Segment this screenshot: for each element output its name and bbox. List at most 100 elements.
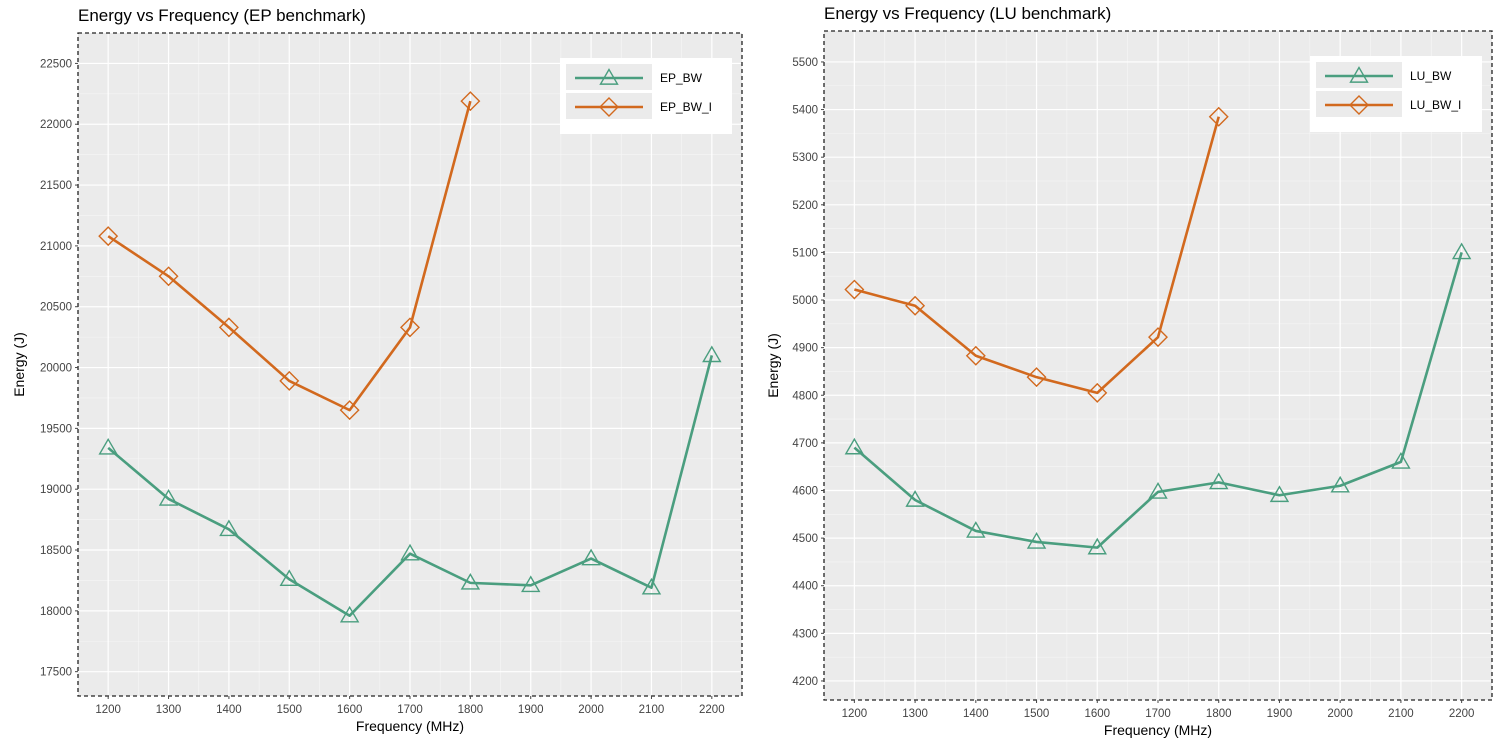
data-point-marker xyxy=(965,345,986,366)
data-point-marker xyxy=(1269,485,1290,503)
y-tick-label: 19500 xyxy=(40,423,72,435)
y-tick-label: 22500 xyxy=(40,58,72,70)
series-line xyxy=(107,100,472,412)
y-tick-label: 21500 xyxy=(40,180,72,192)
data-point-marker xyxy=(279,569,299,587)
data-point-marker xyxy=(966,521,986,538)
data-point-marker xyxy=(844,279,865,300)
y-tick-label: 21000 xyxy=(40,241,72,253)
legend-key-marker xyxy=(1349,66,1369,83)
series-LU_BW xyxy=(844,242,1472,555)
data-point-marker xyxy=(339,605,360,623)
data-point-marker xyxy=(158,266,179,287)
x-tick-label: 1800 xyxy=(458,704,484,716)
y-tick-label: 20000 xyxy=(40,363,72,375)
x-tick-label: 1200 xyxy=(842,708,868,720)
data-point-marker xyxy=(1026,532,1047,549)
chart-title: Energy vs Frequency (EP benchmark) xyxy=(78,6,366,25)
y-tick-label: 5300 xyxy=(792,152,818,164)
data-point-marker xyxy=(279,370,300,391)
data-point-marker xyxy=(1026,367,1047,388)
data-point-marker xyxy=(218,317,239,338)
x-tick-label: 2200 xyxy=(1449,708,1475,720)
x-tick-label: 1400 xyxy=(216,704,242,716)
legend-key-marker xyxy=(1349,95,1369,115)
legend: LU_BW LU_BW_I xyxy=(1310,56,1482,132)
x-tick-label: 1200 xyxy=(95,704,121,716)
y-axis-title: Energy (J) xyxy=(11,332,27,397)
y-tick-label: 4300 xyxy=(792,628,818,640)
legend-label: EP_BW xyxy=(660,71,703,85)
chart-title: Energy vs Frequency (LU benchmark) xyxy=(824,4,1111,23)
x-tick-label: 1400 xyxy=(963,708,989,720)
y-tick-label: 5200 xyxy=(792,200,818,212)
data-point-marker xyxy=(641,577,662,595)
x-tick-label: 1300 xyxy=(902,708,928,720)
legend-key-marker xyxy=(599,97,619,117)
data-point-marker xyxy=(1148,327,1168,348)
data-point-marker xyxy=(460,572,481,590)
chart-panel-1: 17500 18000 18500 19000 19500 20000 20500 21000… xyxy=(11,6,743,734)
y-tick-label: 5400 xyxy=(792,105,818,117)
data-point-marker xyxy=(400,543,420,561)
y-tick-label: 4900 xyxy=(792,343,818,355)
series-EP_BW_I xyxy=(98,91,481,421)
x-tick-label: 1600 xyxy=(1084,708,1110,720)
y-tick-label: 20500 xyxy=(40,302,72,314)
series-EP_BW xyxy=(98,345,722,623)
y-tick-label: 4400 xyxy=(792,581,818,593)
legend-key-marker xyxy=(599,68,619,85)
plot-border xyxy=(823,30,1493,701)
legend-label: EP_BW_I xyxy=(660,100,712,114)
x-tick-label: 1300 xyxy=(156,704,182,716)
x-tick-label: 2000 xyxy=(578,704,604,716)
series-line xyxy=(854,116,1220,395)
y-tick-label: 18500 xyxy=(40,545,72,557)
data-point-marker xyxy=(1087,537,1107,555)
data-point-marker xyxy=(219,519,239,537)
x-tick-label: 1500 xyxy=(1024,708,1050,720)
x-tick-label: 1800 xyxy=(1206,708,1232,720)
data-point-marker xyxy=(1209,472,1229,490)
data-point-marker xyxy=(158,489,179,506)
data-point-marker xyxy=(1451,242,1472,260)
chart-panel-2: 4200 4300 4400 4500 4600 4700 4800 4900 5000 5100… xyxy=(765,4,1493,738)
data-point-marker xyxy=(1148,482,1168,499)
x-tick-label: 1900 xyxy=(1267,708,1293,720)
y-tick-label: 4700 xyxy=(792,438,818,450)
data-point-marker xyxy=(1208,106,1229,127)
data-point-marker xyxy=(702,345,722,363)
x-axis-title: Frequency (MHz) xyxy=(356,718,464,734)
x-tick-label: 1500 xyxy=(276,704,302,716)
data-point-marker xyxy=(1330,475,1350,493)
data-point-marker xyxy=(1391,452,1411,469)
legend: EP_BW EP_BW_I xyxy=(560,58,732,134)
x-tick-label: 1900 xyxy=(518,704,544,716)
data-point-marker xyxy=(581,548,601,566)
y-tick-label: 4200 xyxy=(792,676,818,688)
data-point-marker xyxy=(905,295,926,316)
data-point-marker xyxy=(1087,382,1108,403)
data-point-marker xyxy=(339,400,360,421)
data-point-marker xyxy=(521,575,541,593)
y-tick-label: 4600 xyxy=(792,485,818,497)
data-point-marker xyxy=(905,490,925,507)
x-tick-label: 1700 xyxy=(397,704,423,716)
x-tick-label: 2200 xyxy=(699,704,725,716)
y-axis-title: Energy (J) xyxy=(765,333,781,398)
data-point-marker xyxy=(400,317,420,338)
y-tick-label: 18000 xyxy=(40,606,72,618)
y-tick-label: 5500 xyxy=(792,57,818,69)
y-tick-label: 4500 xyxy=(792,533,818,545)
x-tick-label: 2100 xyxy=(639,704,665,716)
data-point-marker xyxy=(98,226,119,247)
legend-label: LU_BW_I xyxy=(1410,98,1461,112)
legend-label: LU_BW xyxy=(1410,69,1452,83)
data-point-marker xyxy=(844,437,865,455)
x-tick-label: 1600 xyxy=(337,704,363,716)
series-line xyxy=(853,252,1463,549)
x-axis-title: Frequency (MHz) xyxy=(1104,722,1212,738)
y-tick-label: 19000 xyxy=(40,484,72,496)
y-tick-label: 22000 xyxy=(40,119,72,131)
